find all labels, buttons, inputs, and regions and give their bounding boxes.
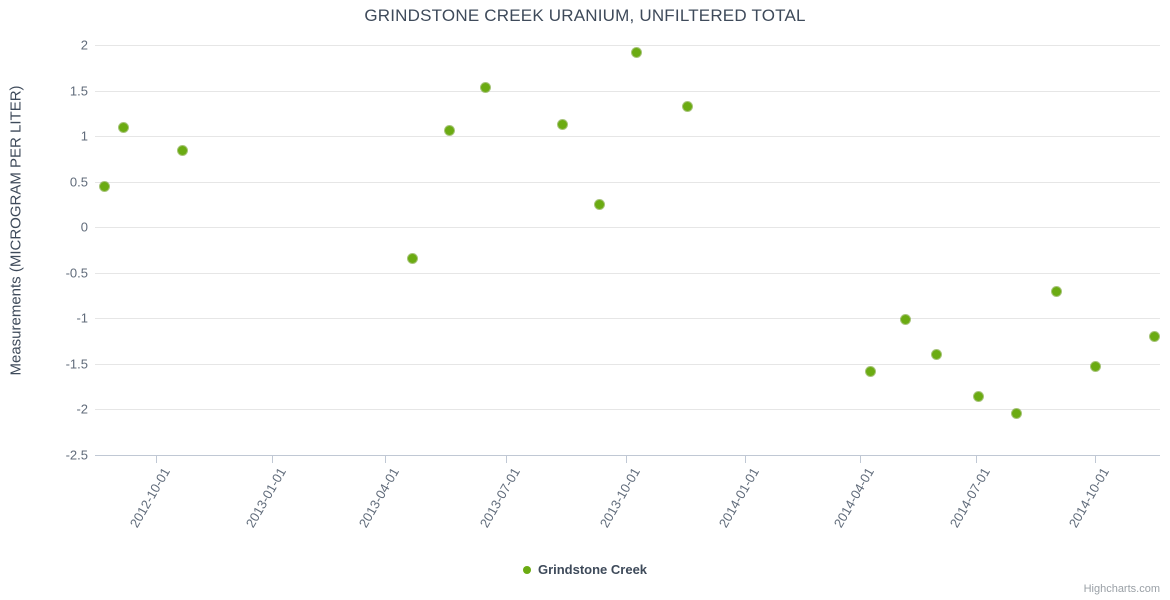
x-axis-tick bbox=[272, 456, 273, 463]
data-point[interactable] bbox=[1011, 409, 1021, 419]
x-axis-line bbox=[95, 455, 1160, 456]
data-point[interactable] bbox=[631, 47, 641, 57]
data-point[interactable] bbox=[480, 83, 490, 93]
x-axis-tick-label: 2013-04-01 bbox=[355, 465, 402, 531]
x-axis-tick-label: 2014-04-01 bbox=[830, 465, 877, 531]
data-point[interactable] bbox=[178, 145, 188, 155]
data-point[interactable] bbox=[444, 125, 454, 135]
data-point[interactable] bbox=[558, 119, 568, 129]
highcharts-credit[interactable]: Highcharts.com bbox=[1083, 583, 1160, 595]
y-axis-tick-label: -2 bbox=[76, 401, 88, 417]
gridline bbox=[95, 409, 1160, 411]
x-axis-tick bbox=[156, 456, 158, 463]
data-point[interactable] bbox=[595, 199, 605, 209]
chart-title: GRINDSTONE CREEK URANIUM, UNFILTERED TOT… bbox=[364, 6, 806, 25]
y-axis-tick-label: -1.5 bbox=[65, 356, 88, 372]
data-point[interactable] bbox=[932, 349, 942, 359]
gridline bbox=[95, 45, 1160, 46]
gridline bbox=[95, 181, 1160, 183]
x-axis-tick-label: 2013-07-01 bbox=[476, 465, 523, 531]
x-axis-labels: 2012-10-01 2013-01-01 2013-04-01 2013-07-01… bbox=[95, 456, 1160, 576]
data-point[interactable] bbox=[99, 182, 109, 192]
legend-item[interactable]: Grindstone Creek bbox=[522, 562, 648, 577]
data-point[interactable] bbox=[682, 101, 692, 111]
y-axis-tick-label: 0 bbox=[80, 219, 88, 235]
x-axis-tick bbox=[1095, 456, 1097, 463]
y-axis-tick-label: 1 bbox=[80, 128, 88, 144]
data-point[interactable] bbox=[1051, 286, 1061, 296]
y-axis-tick-label: 0.5 bbox=[69, 174, 88, 190]
x-axis-tick bbox=[975, 456, 977, 463]
y-axis-tick-label: 1.5 bbox=[69, 83, 88, 99]
x-axis-tick bbox=[384, 456, 386, 463]
gridline bbox=[95, 318, 1160, 320]
legend-item-label: Grindstone Creek bbox=[537, 562, 648, 577]
gridline bbox=[95, 272, 1160, 274]
data-point[interactable] bbox=[407, 254, 417, 264]
data-point[interactable] bbox=[1150, 331, 1160, 341]
gridline bbox=[95, 363, 1160, 365]
data-point[interactable] bbox=[1090, 362, 1100, 372]
x-axis-tick-label: 2013-10-01 bbox=[596, 465, 643, 531]
chart-legend: Grindstone Creek bbox=[0, 562, 1170, 577]
x-axis-tick-label: 2014-07-01 bbox=[946, 465, 993, 531]
y-axis-tick-label: -0.5 bbox=[65, 265, 88, 281]
x-axis-tick-label: 2014-01-01 bbox=[715, 465, 762, 531]
x-axis-tick bbox=[744, 456, 746, 463]
data-point[interactable] bbox=[974, 391, 984, 401]
y-axis-tick-label: -1 bbox=[76, 310, 88, 326]
data-point[interactable] bbox=[866, 367, 876, 377]
x-axis-tick-label: 2013-01-01 bbox=[242, 465, 289, 531]
x-axis-tick bbox=[626, 456, 627, 463]
data-point[interactable] bbox=[118, 123, 128, 133]
y-axis-tick-label: -2.5 bbox=[65, 447, 88, 463]
gridline bbox=[95, 136, 1160, 138]
x-axis-tick-label: 2014-10-01 bbox=[1065, 465, 1113, 531]
x-axis-tick-label: 2012-10-01 bbox=[126, 465, 174, 531]
plot-area bbox=[95, 45, 1160, 456]
y-axis-labels: 2 1.5 1 0.5 0 -0.5 -1 -1.5 -2 -2.5 bbox=[10, 38, 88, 463]
gridline bbox=[95, 227, 1160, 229]
data-point[interactable] bbox=[901, 315, 911, 325]
legend-marker-icon bbox=[522, 565, 531, 574]
x-axis-tick bbox=[505, 456, 507, 463]
x-axis-tick bbox=[859, 456, 861, 463]
y-axis-tick-label: 2 bbox=[80, 37, 88, 53]
gridline bbox=[95, 90, 1160, 92]
